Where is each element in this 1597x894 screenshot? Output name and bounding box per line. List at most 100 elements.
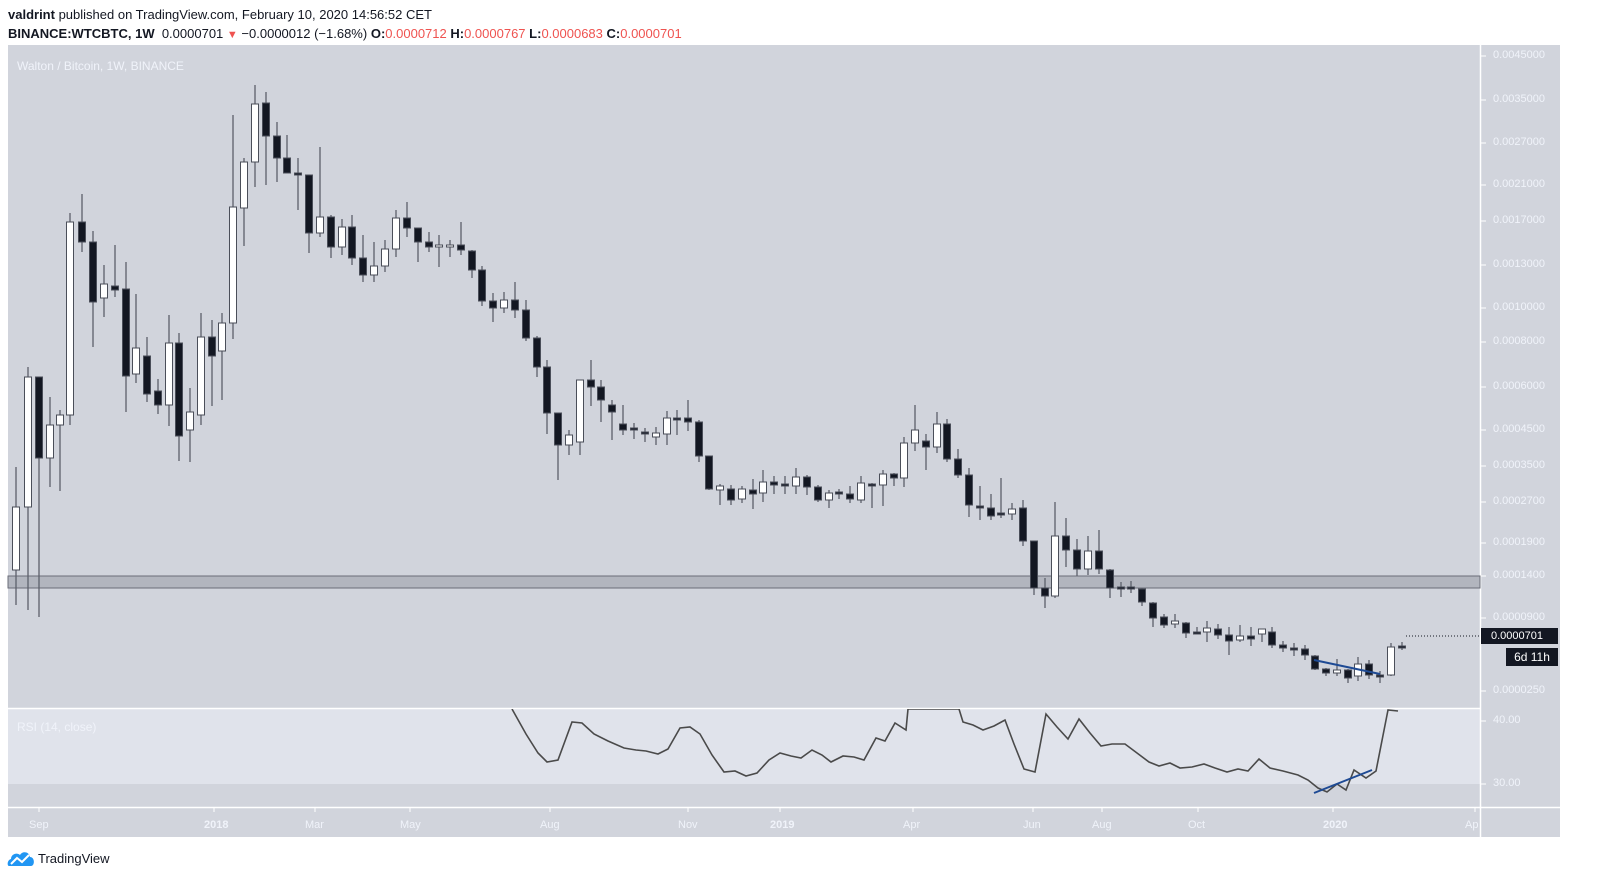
bull-candle [197, 336, 205, 416]
price-axis-label: 40.00 [1493, 714, 1521, 726]
bull-candle [1333, 669, 1341, 674]
bull-candle [392, 217, 400, 250]
tradingview-cloud-icon [7, 852, 34, 866]
bear-candle [814, 486, 822, 501]
price-axis-label: 0.0002700 [1493, 495, 1545, 507]
bull-candle [576, 379, 584, 443]
bear-candle [208, 336, 216, 357]
bull-candle [911, 429, 919, 444]
price-axis-label: 0.0045000 [1493, 49, 1545, 61]
bear-candle [468, 250, 476, 271]
bear-candle [965, 474, 973, 506]
published-text: published on TradingView.com, February 1… [54, 7, 432, 22]
bear-candle [1268, 631, 1276, 646]
bear-candle [619, 423, 627, 431]
bull-candle [435, 244, 443, 248]
bull-candle [1387, 646, 1395, 676]
bull-candle [1236, 635, 1244, 641]
rsi-title: RSI (14, close) [17, 720, 97, 734]
price-axis-label: 0.0003500 [1493, 459, 1545, 471]
price-axis-label: 0.0000900 [1493, 611, 1545, 623]
price-axis-label: 0.0006000 [1493, 380, 1545, 392]
bear-candle [305, 174, 313, 234]
price-axis-label: 0.0027000 [1493, 136, 1545, 148]
open-label: O: [370, 26, 386, 41]
bull-candle [759, 481, 767, 494]
bear-candle [403, 217, 411, 229]
bear-candle [294, 172, 302, 176]
tradingview-logo[interactable]: TradingView [7, 849, 110, 867]
bull-candle [879, 473, 887, 486]
bear-candle [597, 386, 605, 401]
bear-candle [922, 440, 930, 448]
ohlc-header: BINANCE:WTCBTC, 1W 0.0000701 ▼ −0.000001… [8, 26, 682, 41]
chart-area[interactable] [8, 45, 1560, 837]
bear-candle [1311, 655, 1319, 670]
bear-candle [954, 458, 962, 476]
bull-candle [792, 476, 800, 487]
last-price: 0.0000701 [161, 26, 224, 41]
bull-candle [381, 248, 389, 267]
bear-candle [1247, 635, 1255, 640]
bear-candle [1117, 586, 1125, 590]
price-axis-label: 0.0017000 [1493, 214, 1545, 226]
bear-candle [425, 241, 433, 248]
price-axis-label: 0.0035000 [1493, 93, 1545, 105]
bull-candle [1171, 620, 1179, 625]
price-change: −0.0000012 (−1.68%) [241, 26, 368, 41]
pane-title: Walton / Bitcoin, 1W, BINANCE [17, 59, 184, 73]
bear-candle [122, 288, 130, 377]
high-value: 0.0000767 [464, 26, 526, 41]
high-label: H: [450, 26, 465, 41]
bull-candle [316, 216, 324, 234]
author[interactable]: valdrint [8, 7, 55, 22]
time-axis-label: Aug [540, 819, 560, 831]
bear-candle [78, 221, 86, 243]
rsi-divergence-line [1313, 769, 1373, 794]
bear-candle [554, 412, 562, 446]
bear-candle [1322, 668, 1330, 674]
bear-candle [587, 379, 595, 388]
price-axis-label: 0.0001900 [1493, 536, 1545, 548]
bear-candle [835, 491, 843, 495]
time-axis-label: Apr [903, 819, 921, 831]
bear-candle [457, 244, 465, 251]
open-value: 0.0000712 [385, 26, 447, 41]
bear-candle [1290, 647, 1298, 651]
bear-candle [997, 512, 1005, 516]
price-axis-label: 0.0021000 [1493, 178, 1545, 190]
countdown-badge: 6d 11h [1506, 648, 1558, 666]
bull-candle [186, 411, 194, 431]
bull-candle [132, 347, 140, 375]
bear-candle [327, 216, 335, 248]
price-axis-label: 0.0004500 [1493, 423, 1545, 435]
bull-candle [1084, 550, 1092, 570]
bear-candle [1182, 622, 1190, 634]
bear-candle [943, 423, 951, 460]
price-axis-label: 0.0000250 [1493, 684, 1545, 696]
bear-candle [1127, 586, 1135, 590]
bull-candle [900, 442, 908, 479]
down-arrow-icon: ▼ [226, 29, 238, 41]
bull-candle [218, 322, 226, 352]
bull-candle [24, 376, 32, 508]
price-axis-label: 0.0013000 [1493, 258, 1545, 270]
time-axis-label: Nov [678, 819, 698, 831]
bear-candle [348, 226, 356, 259]
bear-candle [673, 417, 681, 421]
bear-candle [1225, 634, 1233, 642]
bear-candle [359, 257, 367, 276]
publish-info: valdrint published on TradingView.com, F… [8, 7, 432, 22]
bull-candle [240, 161, 248, 209]
bull-candle [370, 265, 378, 276]
price-trendline [1313, 659, 1381, 675]
close-value: 0.0000701 [620, 26, 682, 41]
bull-candle [46, 424, 54, 459]
bear-candle [846, 493, 854, 500]
bear-candle [283, 157, 291, 174]
bear-candle [35, 376, 43, 459]
bull-candle [56, 414, 64, 426]
bear-candle [705, 455, 713, 490]
bull-candle [1203, 627, 1211, 633]
